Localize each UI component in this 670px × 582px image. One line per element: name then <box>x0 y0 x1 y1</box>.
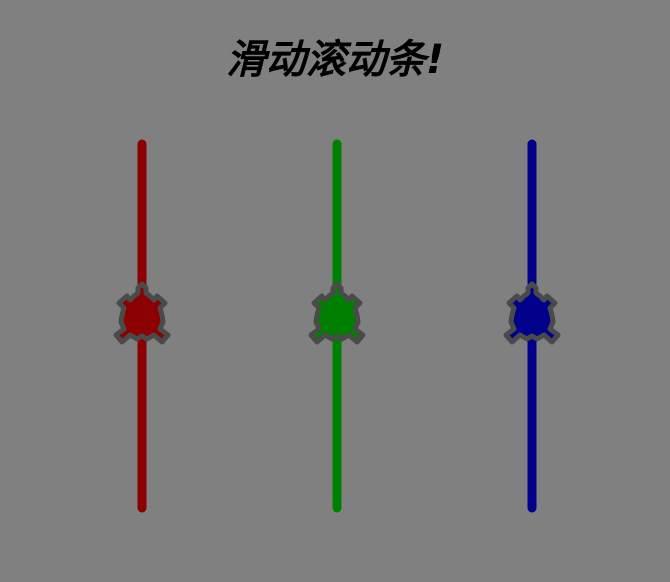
slider-green[interactable] <box>308 139 366 513</box>
turtle-handle-icon[interactable] <box>308 281 366 345</box>
page-title: 滑动滚动条! <box>225 37 445 83</box>
turtle-handle-icon[interactable] <box>503 281 561 345</box>
turtle-handle-icon[interactable] <box>113 281 171 345</box>
slider-blue[interactable] <box>503 139 561 513</box>
slider-red[interactable] <box>113 139 171 513</box>
